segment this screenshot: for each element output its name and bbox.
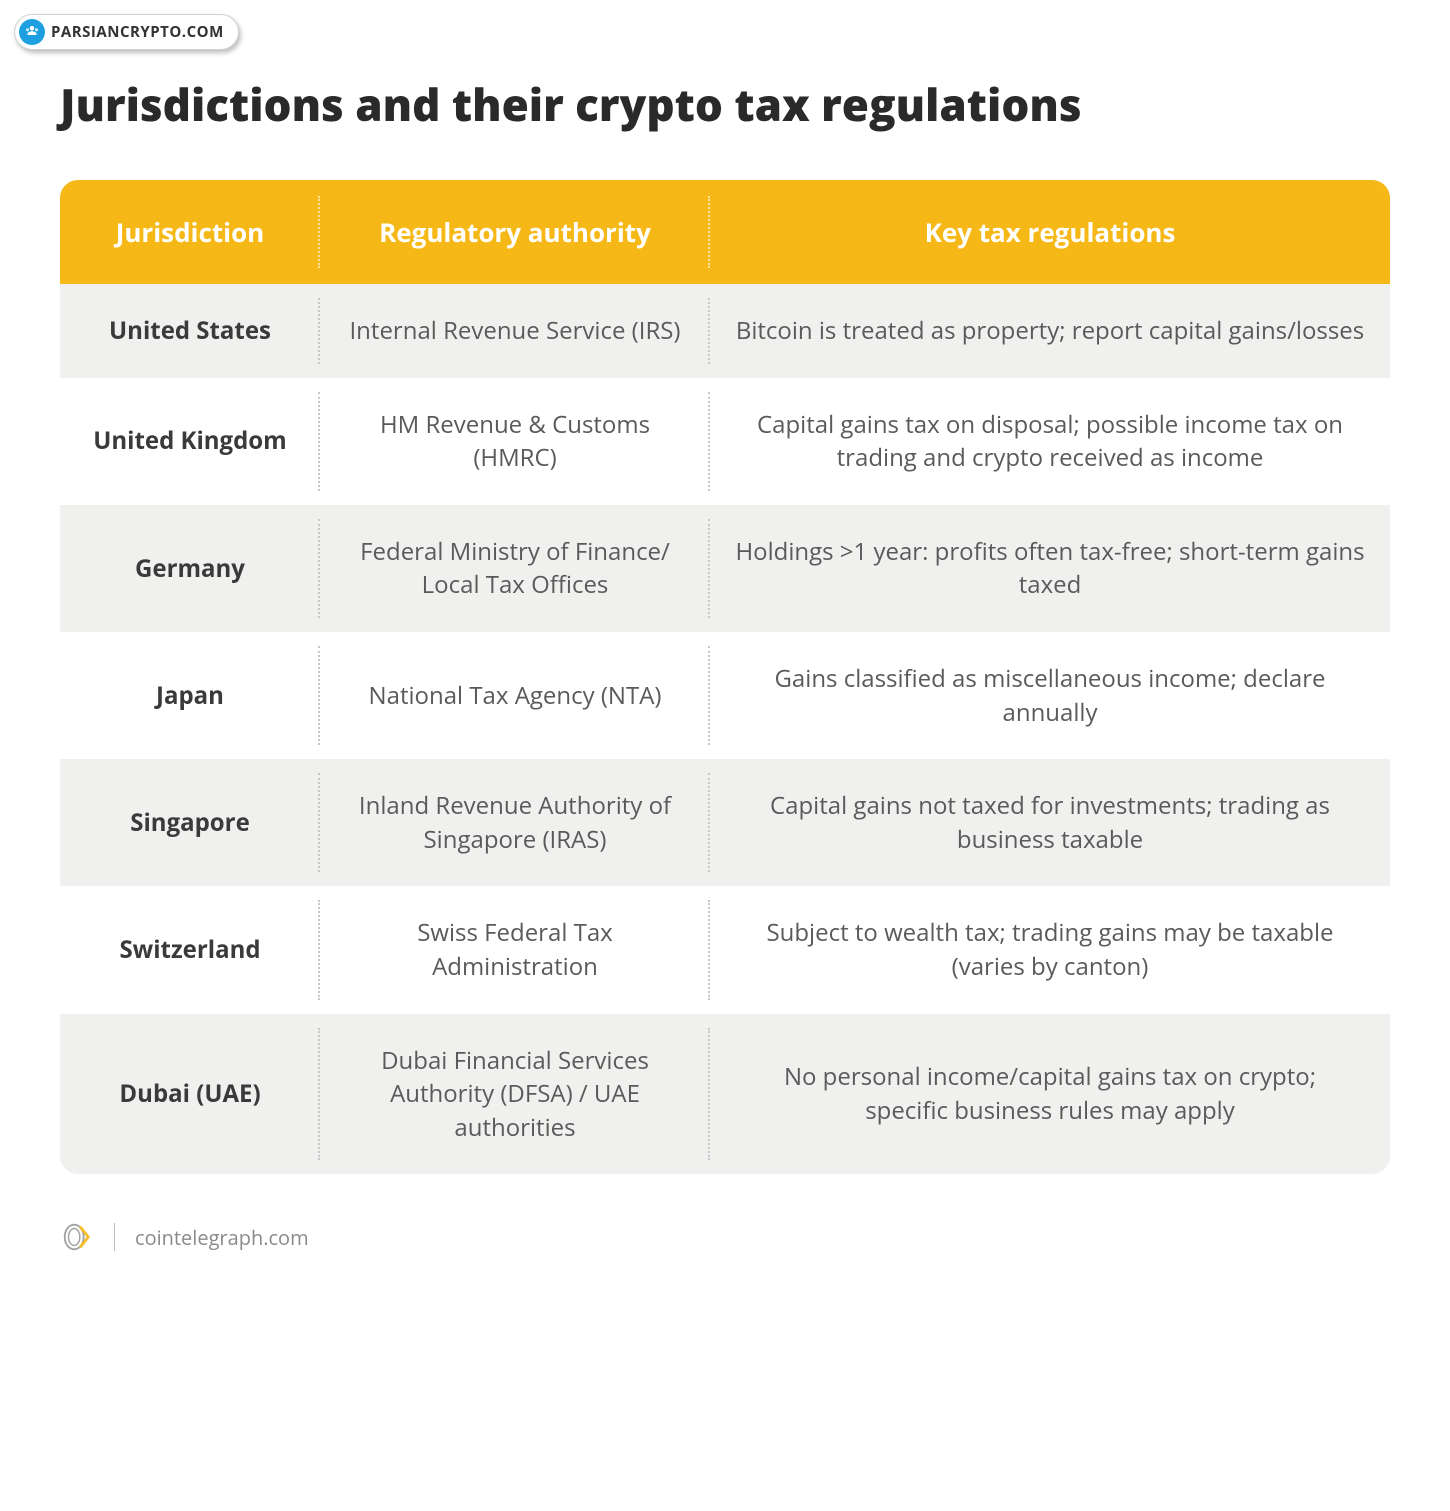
cell-jurisdiction: Switzerland (60, 886, 320, 1013)
cell-authority: HM Revenue & Customs (HMRC) (320, 378, 710, 505)
table-row: GermanyFederal Ministry of Finance/ Loca… (60, 505, 1390, 632)
cell-authority: Inland Revenue Authority of Singapore (I… (320, 759, 710, 886)
watermark-badge: PARSIANCRYPTO.COM (14, 14, 239, 50)
cell-regulations: Gains classified as miscellaneous income… (710, 632, 1390, 759)
page-title: Jurisdictions and their crypto tax regul… (60, 74, 1450, 134)
cell-regulations: Subject to wealth tax; trading gains may… (710, 886, 1390, 1013)
cell-jurisdiction: Singapore (60, 759, 320, 886)
cell-authority: National Tax Agency (NTA) (320, 632, 710, 759)
table-body: United StatesInternal Revenue Service (I… (60, 284, 1390, 1174)
cell-jurisdiction: United States (60, 284, 320, 378)
cell-jurisdiction: Germany (60, 505, 320, 632)
col-header-regulations: Key tax regulations (710, 180, 1390, 284)
cell-regulations: Capital gains tax on disposal; possible … (710, 378, 1390, 505)
table-row: SingaporeInland Revenue Authority of Sin… (60, 759, 1390, 886)
cointelegraph-icon (60, 1220, 94, 1254)
watermark-icon (19, 19, 45, 45)
footer: cointelegraph.com (60, 1220, 1450, 1254)
footer-divider (114, 1223, 115, 1251)
cell-jurisdiction: United Kingdom (60, 378, 320, 505)
table-row: Dubai (UAE)Dubai Financial Services Auth… (60, 1014, 1390, 1175)
col-header-authority: Regulatory authority (320, 180, 710, 284)
table-row: SwitzerlandSwiss Federal Tax Administrat… (60, 886, 1390, 1013)
cell-jurisdiction: Japan (60, 632, 320, 759)
cell-authority: Internal Revenue Service (IRS) (320, 284, 710, 378)
col-header-jurisdiction: Jurisdiction (60, 180, 320, 284)
table-row: United StatesInternal Revenue Service (I… (60, 284, 1390, 378)
cell-regulations: No personal income/capital gains tax on … (710, 1014, 1390, 1175)
footer-source: cointelegraph.com (135, 1224, 309, 1251)
cell-jurisdiction: Dubai (UAE) (60, 1014, 320, 1175)
cell-regulations: Capital gains not taxed for investments;… (710, 759, 1390, 886)
regulations-table: Jurisdiction Regulatory authority Key ta… (60, 180, 1390, 1174)
table-row: United KingdomHM Revenue & Customs (HMRC… (60, 378, 1390, 505)
cell-authority: Dubai Financial Services Authority (DFSA… (320, 1014, 710, 1175)
cell-authority: Federal Ministry of Finance/ Local Tax O… (320, 505, 710, 632)
table-row: JapanNational Tax Agency (NTA)Gains clas… (60, 632, 1390, 759)
cell-regulations: Holdings >1 year: profits often tax-free… (710, 505, 1390, 632)
cell-regulations: Bitcoin is treated as property; report c… (710, 284, 1390, 378)
table-header: Jurisdiction Regulatory authority Key ta… (60, 180, 1390, 284)
cell-authority: Swiss Federal Tax Administration (320, 886, 710, 1013)
watermark-text: PARSIANCRYPTO.COM (51, 22, 224, 42)
